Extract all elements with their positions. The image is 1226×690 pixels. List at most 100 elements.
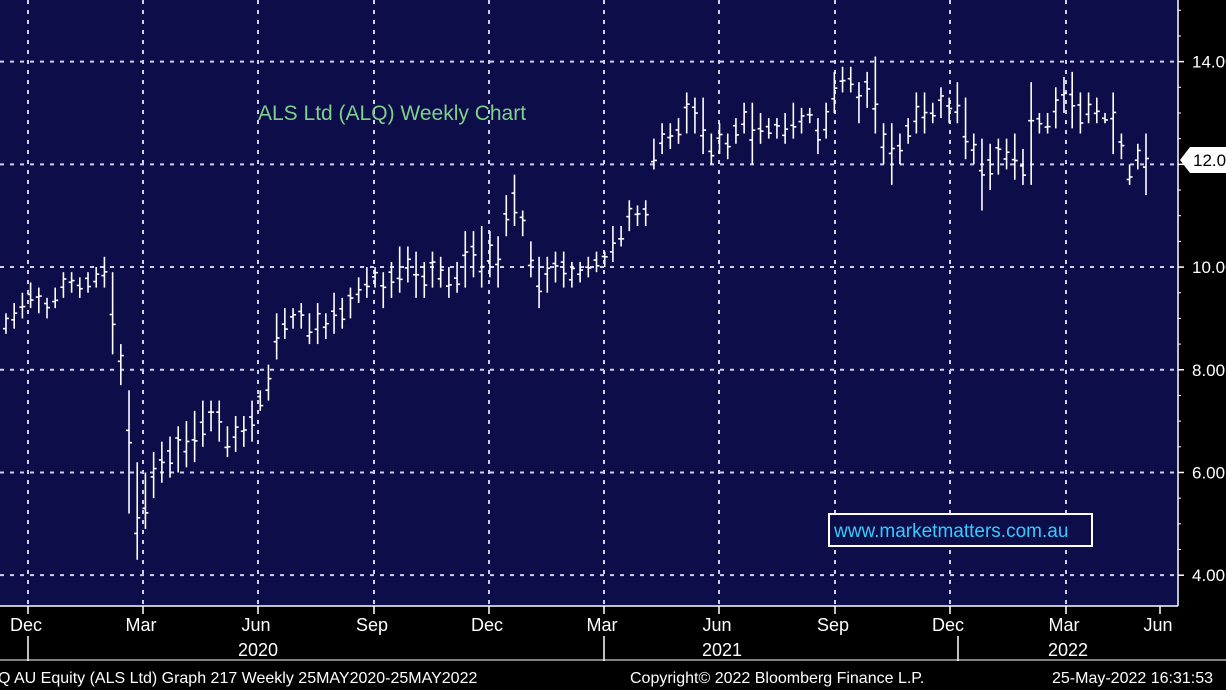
ohlc-bar bbox=[322, 313, 329, 339]
last-value-tag: 12.00 bbox=[1180, 147, 1226, 173]
ohlc-bar bbox=[946, 97, 953, 124]
ohlc-bar bbox=[85, 272, 92, 293]
ohlc-bar bbox=[396, 246, 403, 293]
ohlc-bar bbox=[921, 92, 928, 134]
ohlc-bar bbox=[273, 313, 280, 360]
ohlc-bar bbox=[1077, 92, 1084, 134]
ohlc-bar bbox=[347, 287, 354, 319]
ohlc-bar bbox=[724, 133, 731, 160]
footer-security: Q AU Equity (ALS Ltd) Graph 217 Weekly 2… bbox=[0, 670, 477, 687]
x-tick-label: Sep bbox=[817, 615, 849, 635]
ohlc-bar bbox=[601, 251, 608, 268]
ohlc-bar bbox=[560, 251, 567, 288]
price-bars bbox=[3, 56, 1149, 560]
ohlc-bar bbox=[126, 390, 133, 514]
ohlc-bar bbox=[880, 123, 887, 165]
ohlc-bar bbox=[864, 71, 871, 108]
ohlc-bar bbox=[790, 102, 797, 139]
ohlc-bar bbox=[814, 118, 821, 155]
ohlc-bar bbox=[847, 66, 854, 93]
ohlc-bar bbox=[388, 261, 395, 298]
plot-area bbox=[0, 0, 1178, 606]
ohlc-bar bbox=[306, 313, 313, 345]
ohlc-bar bbox=[1085, 92, 1092, 124]
ohlc-bar bbox=[700, 97, 707, 155]
ohlc-bar bbox=[60, 272, 67, 298]
ohlc-bar bbox=[183, 421, 190, 468]
ohlc-bar bbox=[962, 97, 969, 160]
ohlc-bar bbox=[609, 225, 616, 262]
ohlc-bar bbox=[52, 287, 59, 309]
ohlc-bar bbox=[970, 133, 977, 165]
ohlc-bar bbox=[19, 292, 26, 319]
ohlc-bar bbox=[585, 256, 592, 278]
ohlc-bar bbox=[716, 123, 723, 155]
y-tick-label: 6.00 bbox=[1192, 463, 1225, 482]
ohlc-bar bbox=[987, 143, 994, 191]
ohlc-bar bbox=[462, 231, 469, 288]
ohlc-bar bbox=[691, 97, 698, 134]
ohlc-bar bbox=[708, 133, 715, 165]
watermark-frame bbox=[828, 513, 1093, 547]
ohlc-bar bbox=[577, 261, 584, 283]
ohlc-bar bbox=[470, 231, 477, 278]
ohlc-bar bbox=[896, 133, 903, 165]
ohlc-bar bbox=[618, 225, 625, 247]
ohlc-bar bbox=[732, 118, 739, 144]
x-tick-label: Jun bbox=[241, 615, 270, 635]
ohlc-bar bbox=[76, 277, 83, 298]
ohlc-bar bbox=[454, 261, 461, 293]
ohlc-bar bbox=[765, 118, 772, 139]
y-axis-ticks: 4.00 6.00 8.00 10.00 12.00 14.00 bbox=[1178, 9, 1226, 585]
x-tick-label: Mar bbox=[126, 615, 157, 635]
ohlc-bar bbox=[380, 272, 387, 309]
ohlc-bar bbox=[1101, 112, 1108, 124]
y-tick-label: 4.00 bbox=[1192, 566, 1225, 585]
ohlc-bar bbox=[675, 118, 682, 144]
ohlc-bar bbox=[199, 400, 206, 447]
ohlc-bar bbox=[659, 123, 666, 155]
year-label: 2021 bbox=[702, 640, 742, 660]
ohlc-bar bbox=[823, 102, 830, 139]
ohlc-bar bbox=[413, 251, 420, 298]
ohlc-bar bbox=[224, 426, 231, 458]
ohlc-bar bbox=[519, 210, 526, 237]
x-tick-label: Mar bbox=[587, 615, 618, 635]
ohlc-bar bbox=[445, 267, 452, 298]
ohlc-bar bbox=[240, 415, 247, 447]
ohlc-bar bbox=[1060, 77, 1067, 113]
ohlc-bar bbox=[749, 102, 756, 165]
ohlc-bar bbox=[937, 87, 944, 119]
ohlc-bar bbox=[191, 410, 198, 463]
ohlc-bar bbox=[683, 92, 690, 134]
ohlc-bar bbox=[478, 225, 485, 288]
ohlc-bar bbox=[511, 174, 518, 226]
watermark-link[interactable]: www.marketmatters.com.au bbox=[833, 521, 1068, 542]
ohlc-bar bbox=[1118, 133, 1125, 160]
ohlc-bar bbox=[544, 256, 551, 293]
ohlc-bar bbox=[117, 344, 124, 386]
x-axis-ticks: Dec Mar Jun Sep Dec Mar Jun Sep Dec Mar Jun 2020 202… bbox=[10, 606, 1173, 661]
x-tick-label: Dec bbox=[932, 615, 964, 635]
ohlc-bar bbox=[167, 436, 174, 478]
ohlc-bar bbox=[109, 272, 116, 355]
x-tick-label: Jun bbox=[1143, 615, 1172, 635]
ohlc-bar bbox=[913, 92, 920, 134]
watermark-box[interactable]: www.marketmatters.com.au bbox=[828, 513, 1093, 547]
ohlc-bar bbox=[93, 267, 100, 288]
ohlc-bar bbox=[1093, 97, 1100, 124]
ohlc-bar bbox=[495, 236, 502, 288]
ohlc-bar bbox=[257, 390, 264, 411]
ohlc-bar bbox=[798, 107, 805, 134]
ohlc-bar bbox=[642, 200, 649, 226]
ohlc-bar bbox=[68, 272, 75, 293]
ohlc-bar bbox=[249, 400, 256, 442]
ohlc-bar bbox=[134, 462, 141, 560]
ohlc-bar bbox=[1126, 164, 1133, 185]
ohlc-bar bbox=[855, 82, 862, 124]
ohlc-bar bbox=[363, 267, 370, 298]
ohlc-bar bbox=[232, 415, 239, 452]
ohlc-bar bbox=[372, 267, 379, 288]
ohlc-bar bbox=[11, 303, 18, 329]
